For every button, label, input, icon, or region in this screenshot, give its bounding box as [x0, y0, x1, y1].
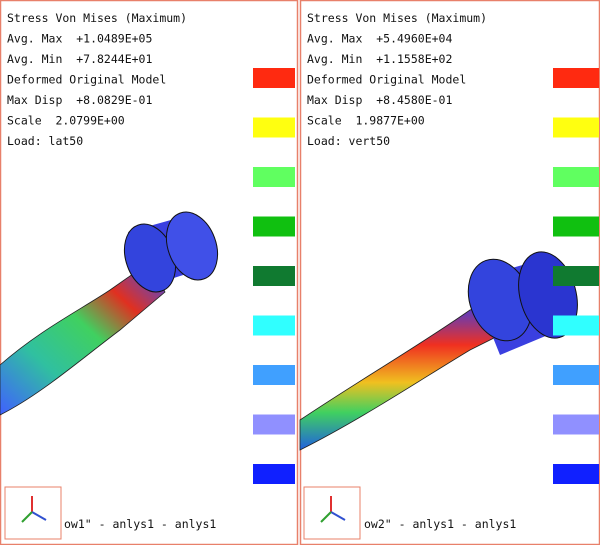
legend-swatch	[553, 117, 599, 138]
info-line: Deformed Original Model	[7, 73, 166, 87]
viewport-caption: ow1" - anlys1 - anlys1	[64, 517, 216, 531]
legend-swatch	[253, 68, 295, 88]
legend-swatch	[253, 266, 295, 286]
viewport-caption: ow2" - anlys1 - anlys1	[364, 517, 516, 531]
legend-swatch	[253, 464, 295, 484]
info-line: Max Disp +8.4580E-01	[307, 93, 452, 107]
info-line: Load: vert50	[307, 134, 390, 148]
legend-swatch	[553, 266, 599, 286]
legend-swatch	[553, 167, 599, 187]
info-line: Avg. Max +5.4960E+04	[307, 32, 452, 46]
legend-swatch	[553, 464, 599, 484]
legend-swatch	[253, 365, 295, 385]
model-arm	[0, 261, 166, 416]
legend-swatch	[553, 414, 599, 435]
info-line: Scale 2.0799E+00	[7, 114, 125, 128]
model-cylinder	[123, 211, 219, 293]
info-line: Deformed Original Model	[307, 73, 466, 87]
triad-icon	[4, 486, 62, 540]
legend-swatch	[253, 414, 295, 435]
legend-swatch	[553, 216, 599, 237]
legend-swatch	[553, 315, 599, 336]
info-line: Avg. Min +1.1558E+02	[307, 52, 452, 66]
legend-swatch	[553, 365, 599, 385]
legend-swatch	[253, 315, 295, 336]
info-line: Stress Von Mises (Maximum)	[7, 11, 187, 25]
legend-swatch	[553, 68, 599, 88]
info-line: Scale 1.9877E+00	[307, 114, 425, 128]
legend-swatch	[253, 117, 295, 138]
info-line: Avg. Max +1.0489E+05	[7, 32, 152, 46]
info-line: Max Disp +8.0829E-01	[7, 93, 152, 107]
triad-icon	[303, 486, 361, 540]
info-line: Avg. Min +7.8244E+01	[7, 52, 152, 66]
legend-swatch	[253, 167, 295, 187]
info-line: Stress Von Mises (Maximum)	[307, 11, 487, 25]
info-line: Load: lat50	[7, 134, 83, 148]
legend-swatch	[253, 216, 295, 237]
